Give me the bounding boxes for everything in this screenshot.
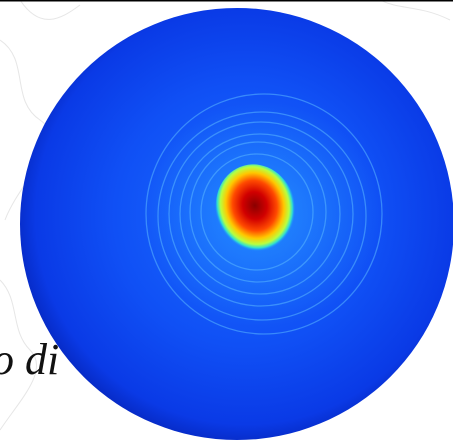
caption: o di: [0, 335, 59, 384]
image: o di: [0, 0, 453, 445]
page: o di: [0, 0, 453, 445]
